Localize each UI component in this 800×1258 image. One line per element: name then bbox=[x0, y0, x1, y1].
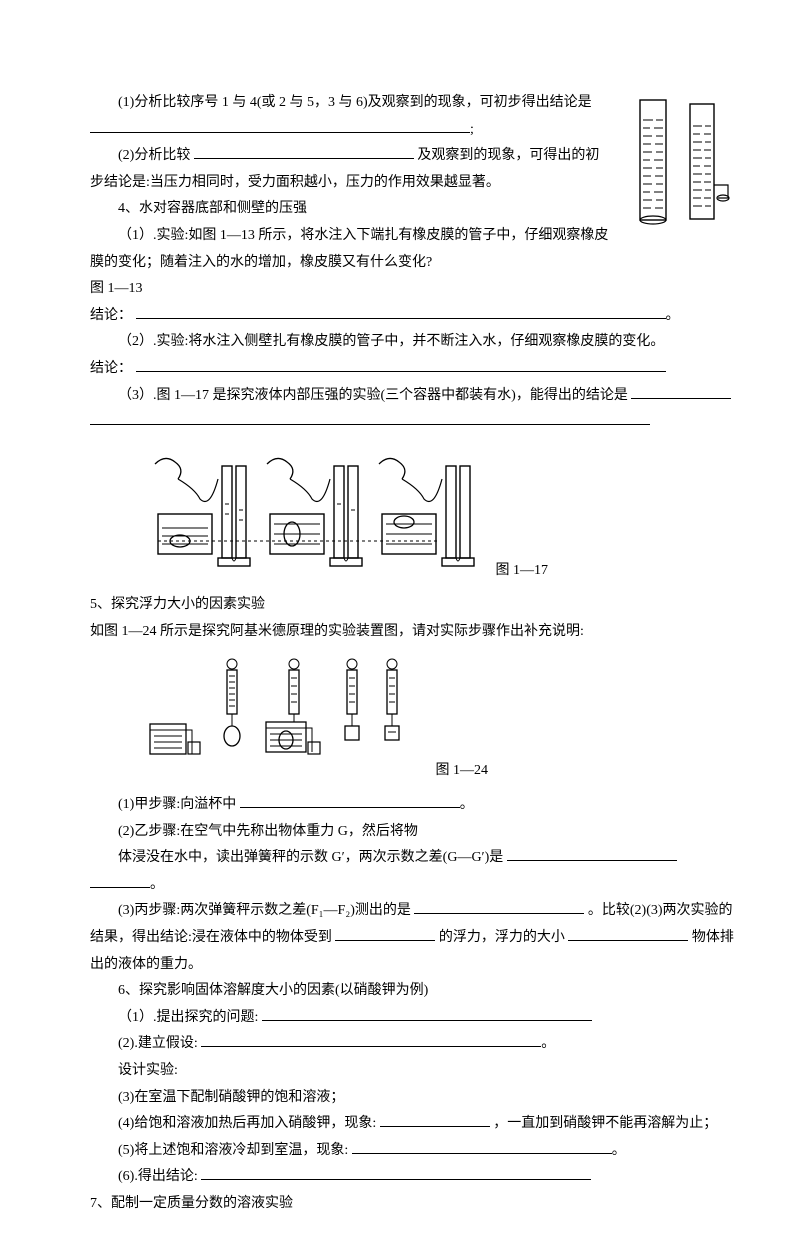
sec4-q3: （3）.图 1—17 是探究液体内部压强的实验(三个容器中都装有水)，能得出的结… bbox=[90, 383, 740, 410]
sec4-conc1-blank bbox=[136, 304, 666, 319]
sec6-6: (6).得出结论: bbox=[90, 1164, 740, 1191]
sec5-3a-label: (3)丙步骤:两次弹簧秤示数之差(F₁—F₂)测出的是 bbox=[118, 903, 411, 918]
sec6-1-label: （1）.提出探究的问题: bbox=[118, 1010, 258, 1025]
sec4-q3-blank2 bbox=[90, 410, 650, 425]
fig-1-13-label: 图 1—13 bbox=[90, 281, 143, 296]
sec5-1-blank bbox=[240, 793, 460, 808]
figure-1-13 bbox=[620, 90, 740, 251]
sec6-3: (3)在室温下配制硝酸钾的饱和溶液； bbox=[90, 1085, 740, 1112]
fig-1-24-label: 图 1—24 bbox=[436, 763, 489, 778]
sec6-2-blank bbox=[201, 1032, 541, 1047]
sec6-5: (5)将上述饱和溶液冷却到室温，现象: 。 bbox=[90, 1138, 740, 1165]
sec4-q3-blank1 bbox=[631, 384, 731, 399]
sec6-6-label: (6).得出结论: bbox=[118, 1169, 198, 1184]
fig-1-17-label: 图 1—17 bbox=[496, 563, 549, 578]
sec5-title: 5、探究浮力大小的因素实验 bbox=[90, 592, 740, 619]
sec6-1: （1）.提出探究的问题: bbox=[90, 1005, 740, 1032]
sec6-title: 6、探究影响固体溶解度大小的因素(以硝酸钾为例) bbox=[90, 978, 740, 1005]
figure-1-17: 图 1—17 bbox=[150, 444, 740, 585]
sec6-6-blank bbox=[201, 1165, 591, 1180]
q1-1-label: (1)分析比较序号 1 与 4(或 2 与 5，3 与 6)及观察到的现象，可初… bbox=[118, 95, 592, 110]
sec4-exp2: （2）.实验:将水注入侧壁扎有橡皮膜的管子中，并不断注入水，仔细观察橡皮膜的变化… bbox=[90, 329, 740, 356]
sec4-q3-text: （3）.图 1—17 是探究液体内部压强的实验(三个容器中都装有水)，能得出的结… bbox=[118, 388, 628, 403]
sec5-2a: (2)乙步骤:在空气中先称出物体重力 G，然后将物 bbox=[90, 819, 740, 846]
sec5-2b-blank2 bbox=[90, 873, 150, 888]
q1-2a-label: (2)分析比较 bbox=[118, 148, 190, 163]
sec4-conc2: 结论： bbox=[90, 356, 740, 383]
sec5-2b-label: 体浸没在水中，读出弹簧秤的示数 G′，两次示数之差(G—G′)是 bbox=[118, 850, 503, 865]
sec6-4a-label: (4)给饱和溶液加热后再加入硝酸钾，现象: bbox=[118, 1116, 376, 1131]
sec4-conc2-blank bbox=[136, 357, 666, 372]
q1-2-blank bbox=[194, 144, 414, 159]
sec5-2b-blank bbox=[507, 846, 677, 861]
q1-1-blank bbox=[90, 118, 470, 133]
sec5-2b: 体浸没在水中，读出弹簧秤的示数 G′，两次示数之差(G—G′)是 bbox=[90, 845, 740, 872]
sec5-intro: 如图 1—24 所示是探究阿基米德原理的实验装置图，请对实际步骤作出补充说明: bbox=[90, 619, 740, 646]
sec7-title: 7、配制一定质量分数的溶液实验 bbox=[90, 1191, 740, 1218]
sec6-5-blank bbox=[352, 1139, 612, 1154]
figure-1-24: 图 1—24 bbox=[140, 654, 740, 785]
sec5-3-blank1 bbox=[414, 899, 584, 914]
sec5-3c-label: 的浮力，浮力的大小 bbox=[439, 930, 565, 945]
sec5-3-blank2 bbox=[335, 926, 435, 941]
sec6-4-blank bbox=[380, 1112, 490, 1127]
sec6-2-label: (2).建立假设: bbox=[118, 1036, 198, 1051]
sec4-conc1-label: 结论： bbox=[90, 308, 132, 323]
sec6-design: 设计实验: bbox=[90, 1058, 740, 1085]
sec4-conc1: 结论： 。 bbox=[90, 303, 740, 330]
sec5-3: (3)丙步骤:两次弹簧秤示数之差(F₁—F₂)测出的是 。比较(2)(3)两次实… bbox=[90, 898, 740, 978]
sec6-1-blank bbox=[262, 1006, 592, 1021]
sec6-5-label: (5)将上述饱和溶液冷却到室温，现象: bbox=[118, 1143, 348, 1158]
sec5-1: (1)甲步骤:向溢杯中 。 bbox=[90, 792, 740, 819]
sec6-4b-label: ，一直加到硝酸钾不能再溶解为止； bbox=[493, 1116, 717, 1131]
sec5-3-blank3 bbox=[568, 926, 688, 941]
sec4-conc2-label: 结论： bbox=[90, 361, 132, 376]
sec5-1-label: (1)甲步骤:向溢杯中 bbox=[118, 797, 236, 812]
sec4-exp1-text: （1）.实验:如图 1—13 所示，将水注入下端扎有橡皮膜的管子中，仔细观察橡皮… bbox=[90, 228, 608, 270]
sec6-2: (2).建立假设: 。 bbox=[90, 1031, 740, 1058]
sec6-4: (4)给饱和溶液加热后再加入硝酸钾，现象: ，一直加到硝酸钾不能再溶解为止； bbox=[90, 1111, 740, 1138]
